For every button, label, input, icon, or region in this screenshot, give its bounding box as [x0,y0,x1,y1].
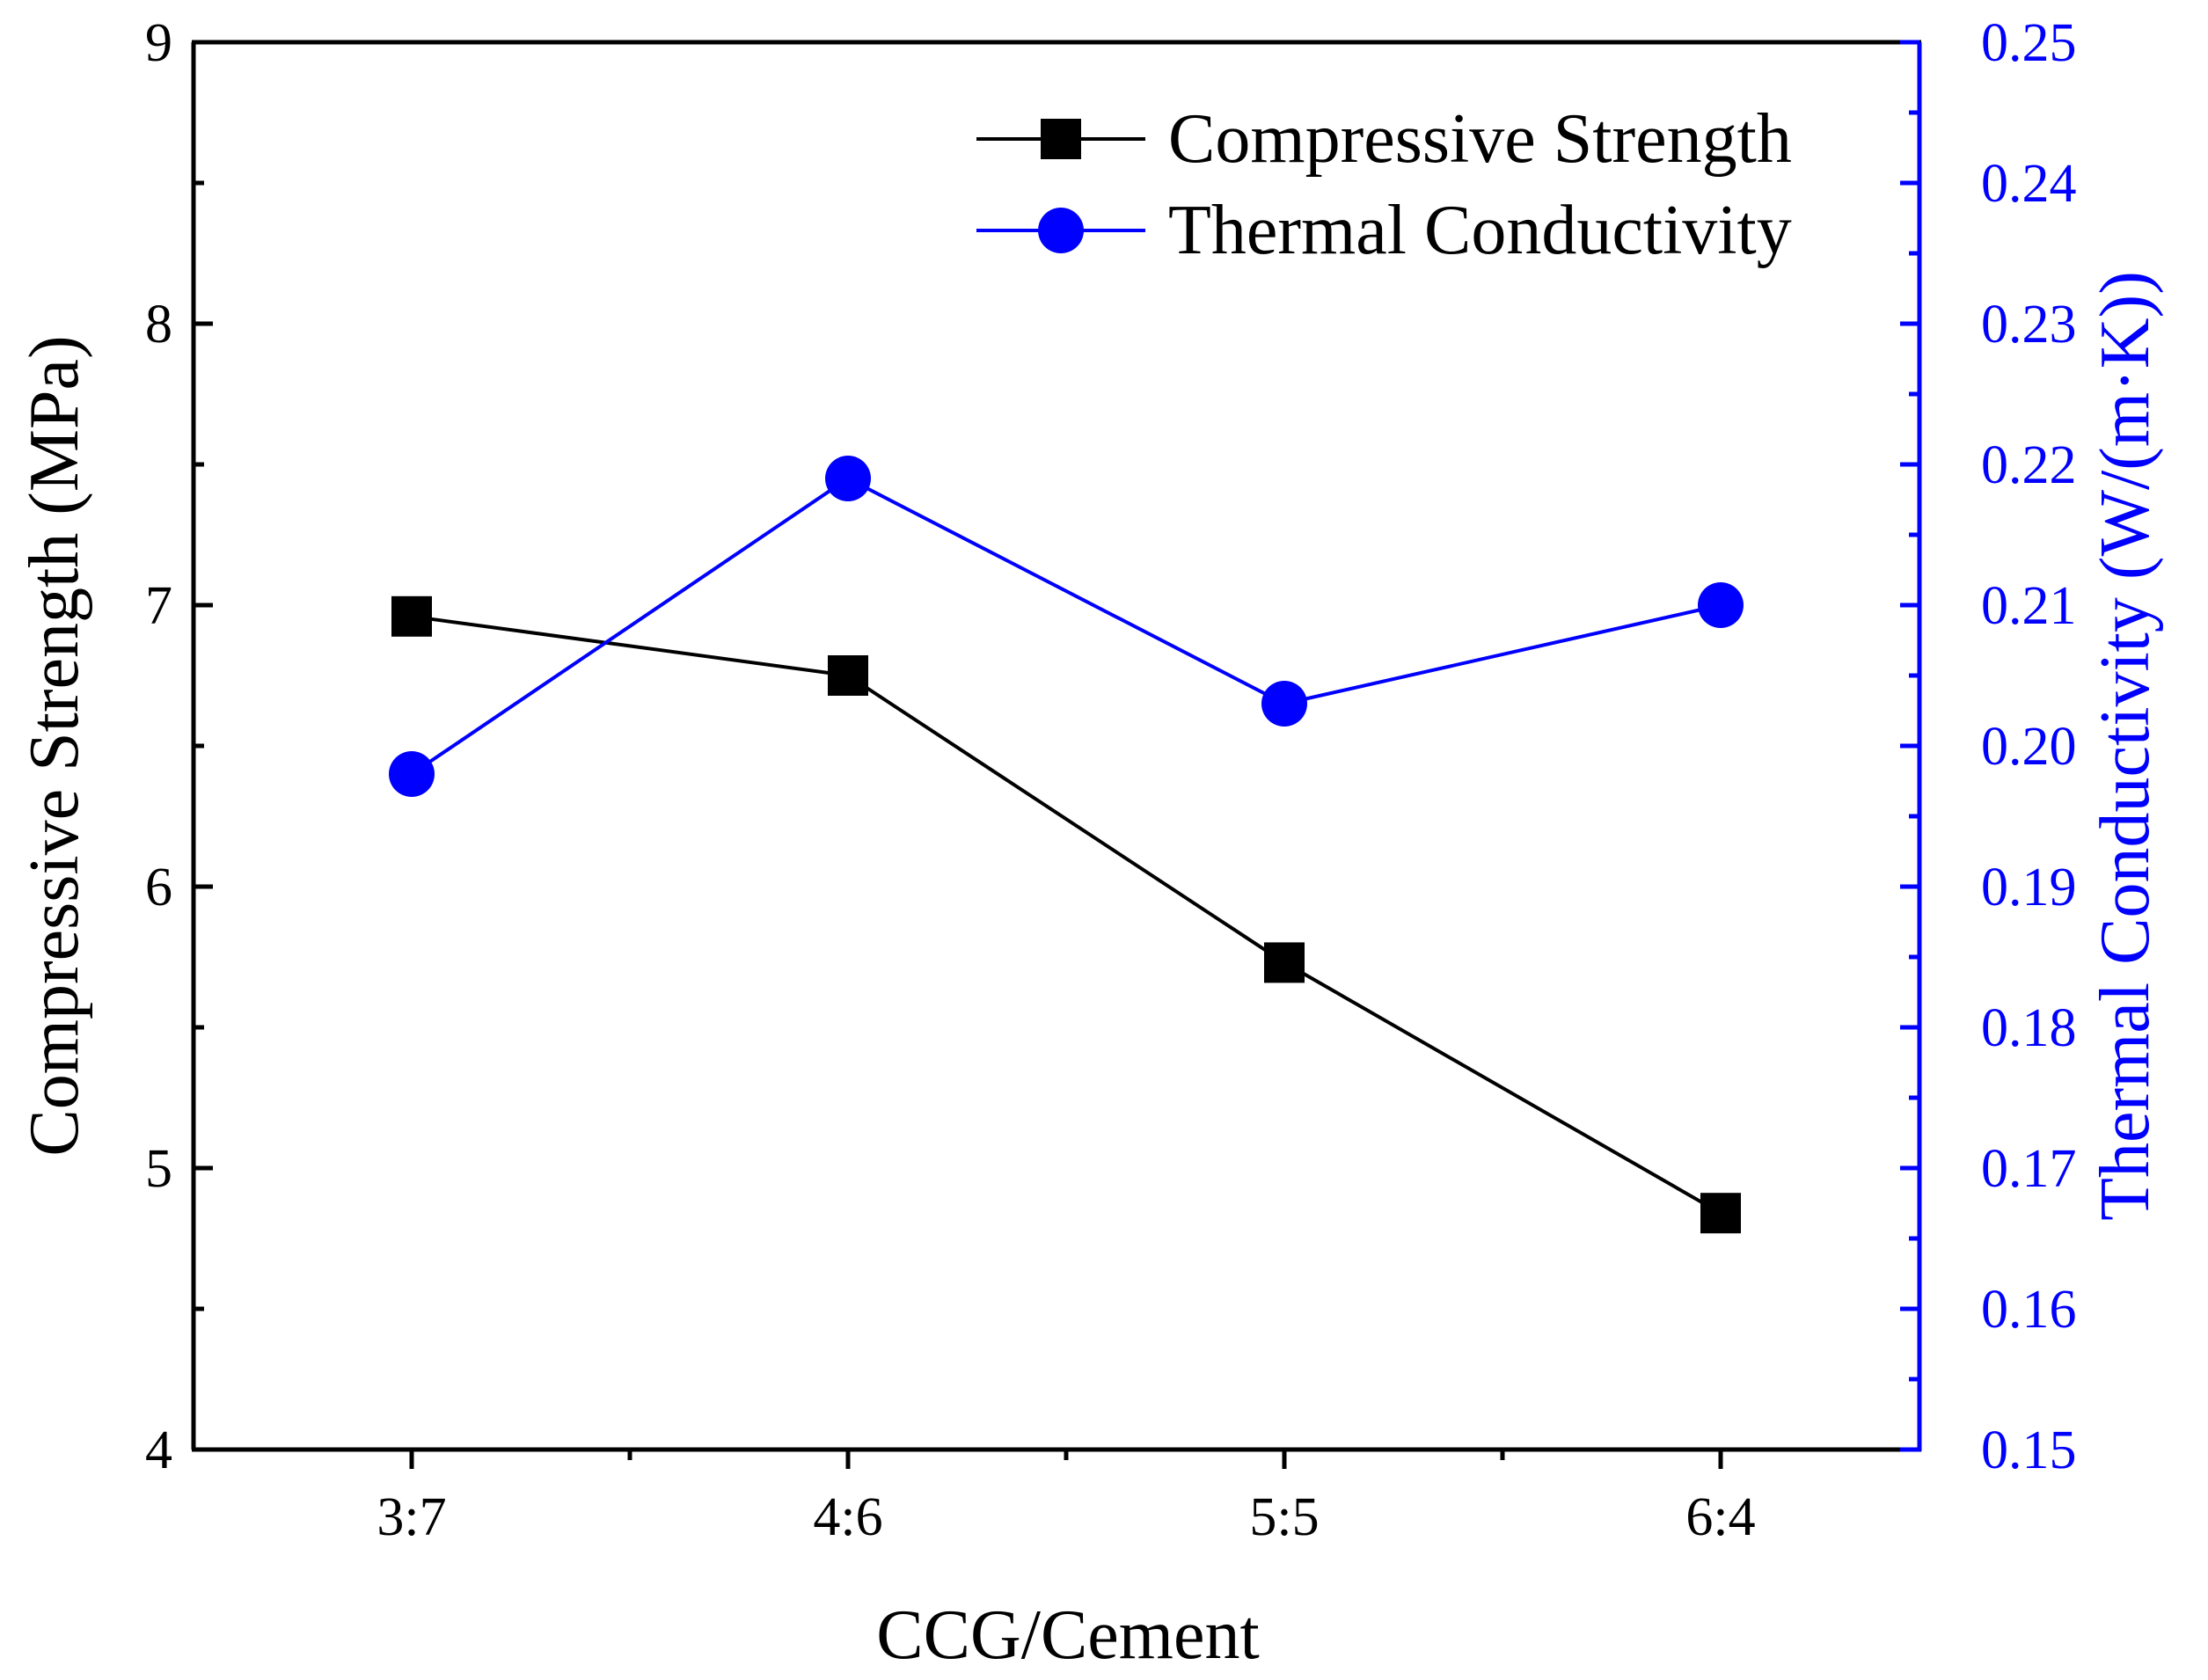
left-tick-label: 8 [145,295,172,354]
right-axis-ticks: 0.15 0.16 0.17 0.18 0.19 0.20 0.21 0.22 0.23 0.24… [1900,13,2077,1480]
x-tick-label: 3:7 [377,1487,446,1547]
right-axis-title: Thermal Conductivity (W/(m·K)) [2087,271,2164,1221]
legend-label-compressive: Compressive Strength [1168,100,1792,178]
legend-label-thermal: Thermal Conductivity [1168,192,1792,269]
series-line-compressive-strength [411,614,1722,1215]
data-point-thermal-conductivity-4-6 [825,456,871,501]
right-tick-label: 0.19 [1981,858,2077,917]
x-axis-ticks: 3:7 4:6 5:5 6:4 [377,1450,1756,1547]
legend-marker-square [1041,119,1081,159]
right-tick-label: 0.21 [1981,576,2077,636]
left-tick-label: 4 [145,1421,172,1480]
right-tick-label: 0.17 [1981,1139,2077,1199]
right-tick-label: 0.22 [1981,435,2077,495]
right-tick-label: 0.23 [1981,295,2077,354]
x-tick-label: 6:4 [1685,1487,1755,1547]
legend-marker-circle [1038,208,1084,253]
left-tick-label: 6 [145,858,172,917]
series-group [389,456,1744,1234]
right-tick-label: 0.18 [1981,998,2077,1058]
data-point-compressive-strength-6-4 [1700,1193,1741,1234]
data-point-thermal-conductivity-3-7 [389,751,435,797]
data-point-compressive-strength-3-7 [391,595,432,637]
left-tick-label: 5 [145,1139,172,1199]
left-tick-label: 9 [145,13,172,73]
x-tick-label: 4:6 [813,1487,882,1547]
left-axis-title: Compressive Strength (MPa) [16,335,93,1156]
left-tick-label: 7 [145,576,172,636]
right-tick-label: 0.25 [1981,13,2077,73]
series-line-thermal-conductivity [410,476,1722,776]
right-tick-label: 0.15 [1981,1421,2077,1480]
data-point-thermal-conductivity-5-5 [1261,681,1307,727]
x-tick-label: 5:5 [1249,1487,1319,1547]
right-tick-label: 0.16 [1981,1280,2077,1340]
right-tick-label: 0.20 [1981,717,2077,777]
legend: Compressive Strength Thermal Conductivit… [976,100,1792,269]
data-point-compressive-strength-4-6 [828,655,868,696]
data-point-compressive-strength-5-5 [1264,942,1305,983]
right-tick-label: 0.24 [1981,154,2077,214]
data-point-thermal-conductivity-6-4 [1698,582,1744,628]
x-axis-title: CCG/Cement [876,1596,1260,1674]
left-axis-ticks: 4 5 6 7 8 9 [145,13,213,1480]
